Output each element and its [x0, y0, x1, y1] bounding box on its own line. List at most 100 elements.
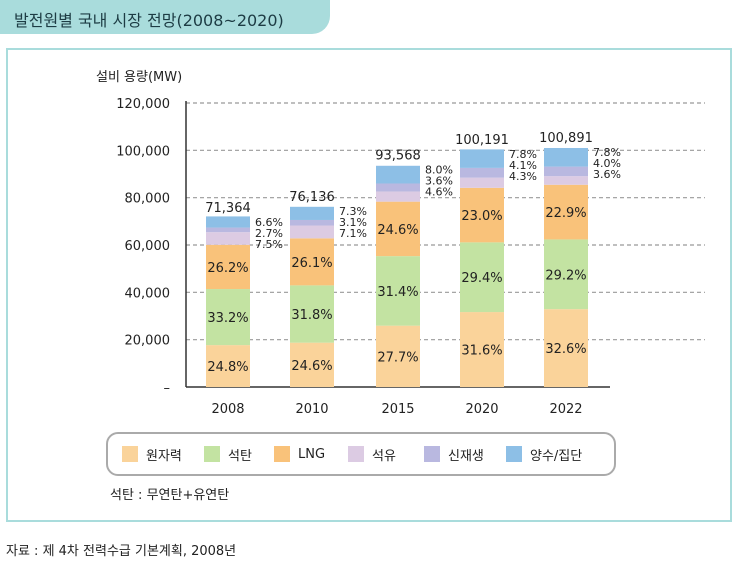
- total-label: 100,191: [455, 133, 509, 148]
- legend-label: 석유: [372, 448, 396, 464]
- data-label: 27.7%: [377, 350, 418, 365]
- total-label: 100,891: [539, 131, 593, 146]
- legend-label: 신재생: [448, 448, 484, 464]
- bar-segment: [290, 342, 334, 387]
- bar-segment: [290, 238, 334, 286]
- data-label: 22.9%: [545, 206, 586, 221]
- bar-segment: [206, 227, 250, 233]
- data-label: 33.2%: [207, 311, 248, 326]
- legend: 원자력 석탄 LNG 석유 신재생 양수/집단: [106, 432, 616, 476]
- legend-label: LNG: [298, 446, 326, 462]
- x-tick-label: 2015: [381, 402, 414, 417]
- y-tick-label: 80,000: [125, 192, 171, 207]
- y-tick-label: –: [164, 381, 171, 396]
- bar-segment: [544, 147, 588, 167]
- bar-segment: [544, 309, 588, 387]
- bar-segment: [206, 345, 250, 387]
- total-label: 93,568: [375, 149, 421, 164]
- bar-segment: [376, 325, 420, 387]
- data-label: 3.1%: [339, 216, 367, 229]
- legend-label: 양수/집단: [530, 448, 583, 464]
- data-label: 4.1%: [509, 159, 537, 172]
- data-label: 6.6%: [255, 216, 283, 229]
- legend-item: 석유: [348, 446, 396, 464]
- data-label: 7.8%: [593, 146, 621, 159]
- data-label: 31.4%: [377, 285, 418, 300]
- data-label: 7.5%: [255, 238, 283, 251]
- y-tick-label: 100,000: [116, 144, 170, 159]
- data-label: 24.8%: [207, 360, 248, 375]
- bar-segment: [460, 177, 504, 188]
- data-label: 4.6%: [425, 186, 453, 199]
- bar-segment: [460, 167, 504, 178]
- total-label: 76,136: [289, 190, 335, 205]
- bar-segment: [544, 184, 588, 240]
- x-tick-label: 2020: [465, 402, 498, 417]
- x-tick-label: 2008: [211, 402, 244, 417]
- data-label: 4.3%: [509, 170, 537, 183]
- data-label: 2.7%: [255, 227, 283, 240]
- bar-segment: [290, 225, 334, 239]
- y-axis-label: 설비 용량(MW): [96, 70, 183, 85]
- data-label: 29.2%: [545, 268, 586, 283]
- data-label: 3.6%: [425, 175, 453, 188]
- bar-segment: [376, 201, 420, 257]
- y-tick-label: 120,000: [116, 97, 170, 112]
- x-tick-label: 2022: [549, 402, 582, 417]
- legend-swatch: [506, 446, 522, 462]
- bar-segment: [460, 242, 504, 313]
- legend-swatch: [122, 446, 138, 462]
- data-label: 7.1%: [339, 227, 367, 240]
- bar-segment: [290, 206, 334, 220]
- data-label: 26.1%: [291, 256, 332, 271]
- data-label: 29.4%: [461, 271, 502, 286]
- bar-segment: [376, 256, 420, 326]
- bar-segment: [376, 191, 420, 202]
- data-label: 24.6%: [377, 223, 418, 238]
- bar-segment: [290, 219, 334, 226]
- bar-segment: [544, 166, 588, 177]
- y-tick-label: 60,000: [125, 239, 171, 254]
- y-tick-label: 40,000: [125, 286, 171, 301]
- data-label: 24.6%: [291, 359, 332, 374]
- bar-segment: [460, 312, 504, 387]
- bar-segment: [290, 285, 334, 343]
- x-tick-label: 2010: [295, 402, 328, 417]
- bar-segment: [206, 289, 250, 346]
- data-label: 26.2%: [207, 261, 248, 276]
- bar-segment: [206, 244, 250, 290]
- note-text: 석탄 : 무연탄+유연탄: [110, 488, 230, 503]
- legend-item: 석탄: [204, 446, 252, 464]
- data-label: 23.0%: [461, 209, 502, 224]
- legend-item: 신재생: [424, 446, 484, 464]
- data-label: 31.8%: [291, 308, 332, 323]
- data-label: 7.3%: [339, 205, 367, 218]
- bar-segment: [544, 176, 588, 185]
- legend-item: 양수/집단: [506, 446, 583, 464]
- data-label: 32.6%: [545, 342, 586, 357]
- legend-swatch: [274, 446, 290, 462]
- bar-segment: [544, 239, 588, 310]
- bar-segment: [206, 232, 250, 245]
- legend-label: 석탄: [228, 448, 252, 464]
- source-text: 자료 : 제 4차 전력수급 기본계획, 2008년: [6, 544, 237, 559]
- data-label: 8.0%: [425, 164, 453, 177]
- page-title: 발전원별 국내 시장 전망(2008~2020): [14, 11, 284, 30]
- bar-segment: [460, 187, 504, 243]
- legend-swatch: [348, 446, 364, 462]
- legend-item: LNG: [274, 446, 325, 462]
- legend-label: 원자력: [146, 448, 182, 464]
- legend-swatch: [204, 446, 220, 462]
- data-label: 7.8%: [509, 148, 537, 161]
- title-tab: 발전원별 국내 시장 전망(2008~2020): [0, 0, 330, 34]
- bar-segment: [460, 149, 504, 168]
- legend-item: 원자력: [122, 446, 182, 464]
- y-tick-label: 20,000: [125, 334, 171, 349]
- legend-swatch: [424, 446, 440, 462]
- total-label: 71,364: [205, 201, 251, 216]
- bar-segment: [376, 183, 420, 192]
- data-label: 4.0%: [593, 157, 621, 170]
- data-label: 3.6%: [593, 168, 621, 181]
- data-label: 31.6%: [461, 344, 502, 359]
